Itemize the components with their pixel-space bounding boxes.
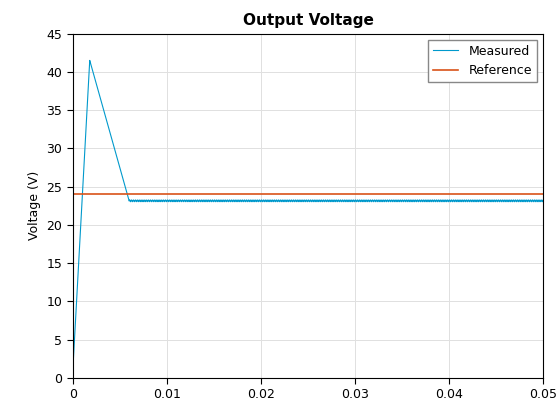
Measured [69, 368, 76, 373]
Y-axis label: Voltage (V): Voltage (V) [28, 171, 41, 240]
Line: Measured: Measured [73, 60, 543, 370]
Measured [300, 197, 306, 202]
Measured [515, 199, 522, 204]
Legend: Measured, Reference: Measured, Reference [428, 40, 537, 82]
Measured [97, 98, 104, 103]
Measured [162, 198, 169, 203]
Measured [72, 329, 78, 334]
Measured [89, 67, 96, 72]
Title: Output Voltage: Output Voltage [242, 13, 374, 28]
Measured [540, 198, 547, 203]
Measured [86, 58, 93, 63]
